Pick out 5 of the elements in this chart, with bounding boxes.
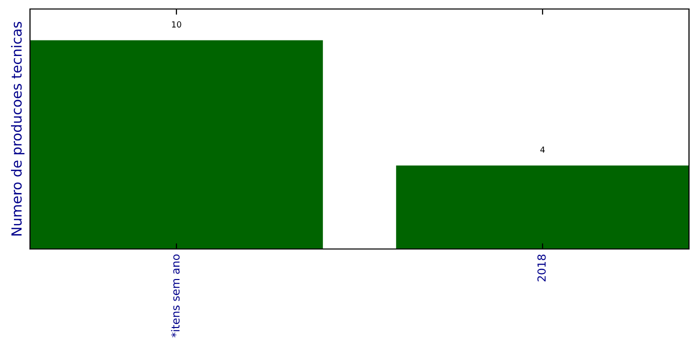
x-tick-label: *itens sem ano [171, 254, 180, 338]
data-label: 4 [540, 146, 545, 153]
data-label: 10 [172, 21, 182, 28]
y-axis-title: Numero de producoes tecnicas [11, 22, 24, 236]
x-tick-label: 2018 [537, 254, 546, 282]
